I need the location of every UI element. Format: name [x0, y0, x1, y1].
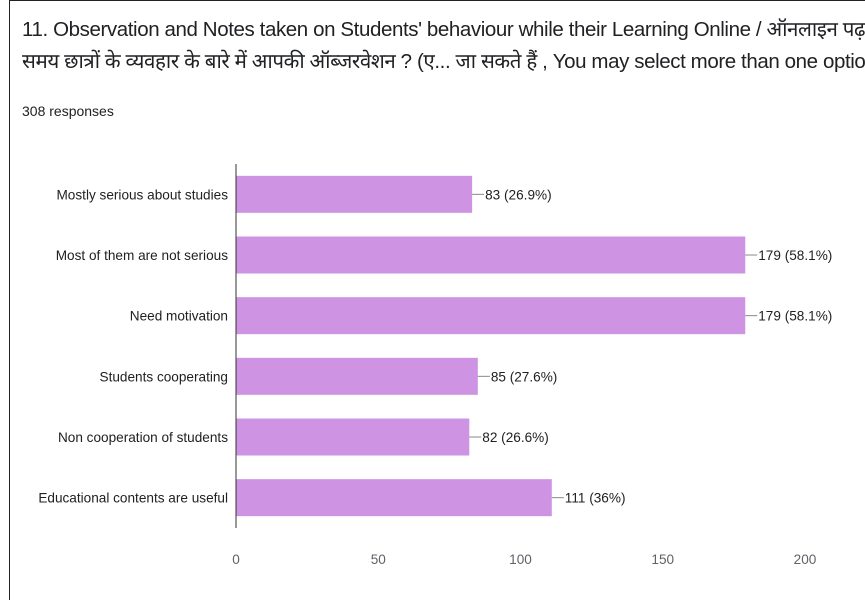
question-title-line-1: 11. Observation and Notes taken on Stude… [22, 18, 865, 41]
category-label: Non cooperation of students [58, 430, 228, 445]
x-tick-label: 0 [232, 552, 240, 567]
x-tick-label: 150 [651, 552, 674, 567]
category-label: Students cooperating [100, 369, 228, 384]
category-label: Educational contents are useful [38, 491, 228, 506]
value-label: 83 (26.9%) [485, 187, 552, 202]
value-label: 179 (58.1%) [758, 309, 832, 324]
bar [236, 418, 470, 456]
x-tick-label: 200 [794, 552, 817, 567]
bar [236, 297, 746, 335]
card-frame [9, 0, 865, 600]
value-label: 179 (58.1%) [758, 248, 832, 263]
category-label: Mostly serious about studies [56, 187, 228, 202]
bar [236, 357, 478, 395]
category-label: Most of them are not serious [56, 248, 228, 263]
responses-count: 308 responses [22, 103, 114, 119]
value-label: 82 (26.6%) [482, 430, 549, 445]
bar [236, 175, 473, 213]
question-title-line-2: समय छात्रों के व्यवहार के बारे में आपकी … [22, 50, 865, 73]
category-label: Need motivation [130, 309, 228, 324]
bar [236, 479, 552, 517]
bar [236, 236, 746, 274]
question-title: 11. Observation and Notes taken on Stude… [22, 14, 865, 78]
value-label: 85 (27.6%) [491, 369, 558, 384]
x-tick-label: 50 [371, 552, 387, 567]
x-tick-label: 100 [509, 552, 532, 567]
value-label: 111 (36%) [565, 491, 626, 506]
